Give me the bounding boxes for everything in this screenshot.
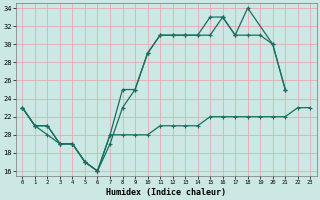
X-axis label: Humidex (Indice chaleur): Humidex (Indice chaleur) — [106, 188, 226, 197]
